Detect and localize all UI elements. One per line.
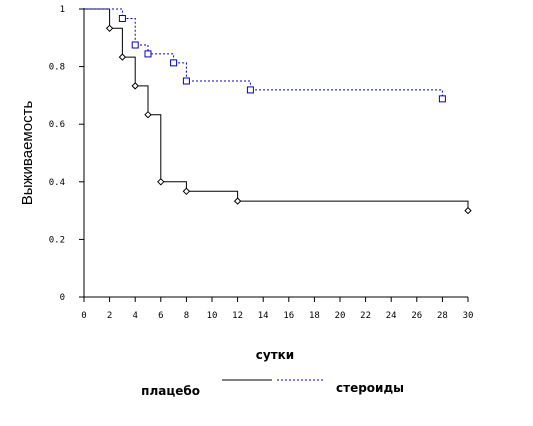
data-point [233, 197, 242, 205]
legend-label-steroids: стероиды [336, 381, 404, 395]
x-tick-label: 30 [463, 311, 474, 321]
x-tick-label: 0 [81, 311, 86, 321]
legend: плацебо стероиды [141, 379, 404, 398]
data-point [105, 24, 114, 33]
data-point [157, 178, 165, 186]
data-point [144, 110, 152, 119]
y-tick-label: 0.6 [49, 120, 65, 130]
x-tick-label: 10 [207, 311, 218, 321]
series-line [84, 8, 469, 211]
x-tick-label: 12 [232, 311, 243, 321]
y-tick-label: 1 [60, 5, 65, 15]
x-tick-label: 24 [386, 311, 397, 321]
x-tick-label: 22 [360, 311, 371, 321]
data-point [131, 82, 139, 90]
x-axis-label: сутки [256, 348, 294, 362]
data-point [131, 41, 139, 49]
series-1 [84, 8, 446, 103]
y-axis-label: Выживаемость [19, 101, 36, 206]
y-tick-label: 0.8 [49, 63, 65, 73]
y-tick-label: 0.4 [49, 178, 65, 188]
x-tick-label: 16 [283, 311, 294, 321]
data-point [438, 95, 446, 103]
data-point [182, 77, 190, 85]
x-tick-label: 26 [411, 311, 422, 321]
x-tick-label: 18 [309, 311, 320, 321]
data-point [118, 15, 126, 23]
axes: 00.20.40.60.810 2 4 6 8 10 12 14 16 18 20 22 24 26 28 3… [49, 5, 474, 321]
data-point [182, 187, 191, 196]
x-tick-label: 2 [107, 311, 112, 321]
series-layer [84, 8, 472, 215]
legend-label-placebo: плацебо [141, 384, 200, 398]
x-tick-label: 28 [437, 311, 448, 321]
x-tick-label: 20 [335, 311, 346, 321]
x-tick-label: 14 [258, 311, 269, 321]
series-0 [84, 8, 472, 215]
data-point [144, 50, 152, 58]
y-tick-label: 0.2 [49, 235, 65, 245]
x-tick-label: 8 [184, 311, 189, 321]
data-point [464, 206, 472, 215]
data-point [170, 59, 178, 67]
y-tick-label: 0 [60, 293, 65, 303]
x-tick-label: 4 [132, 311, 137, 321]
data-point [246, 86, 254, 94]
data-point [118, 53, 127, 61]
x-tick-label: 6 [158, 311, 163, 321]
